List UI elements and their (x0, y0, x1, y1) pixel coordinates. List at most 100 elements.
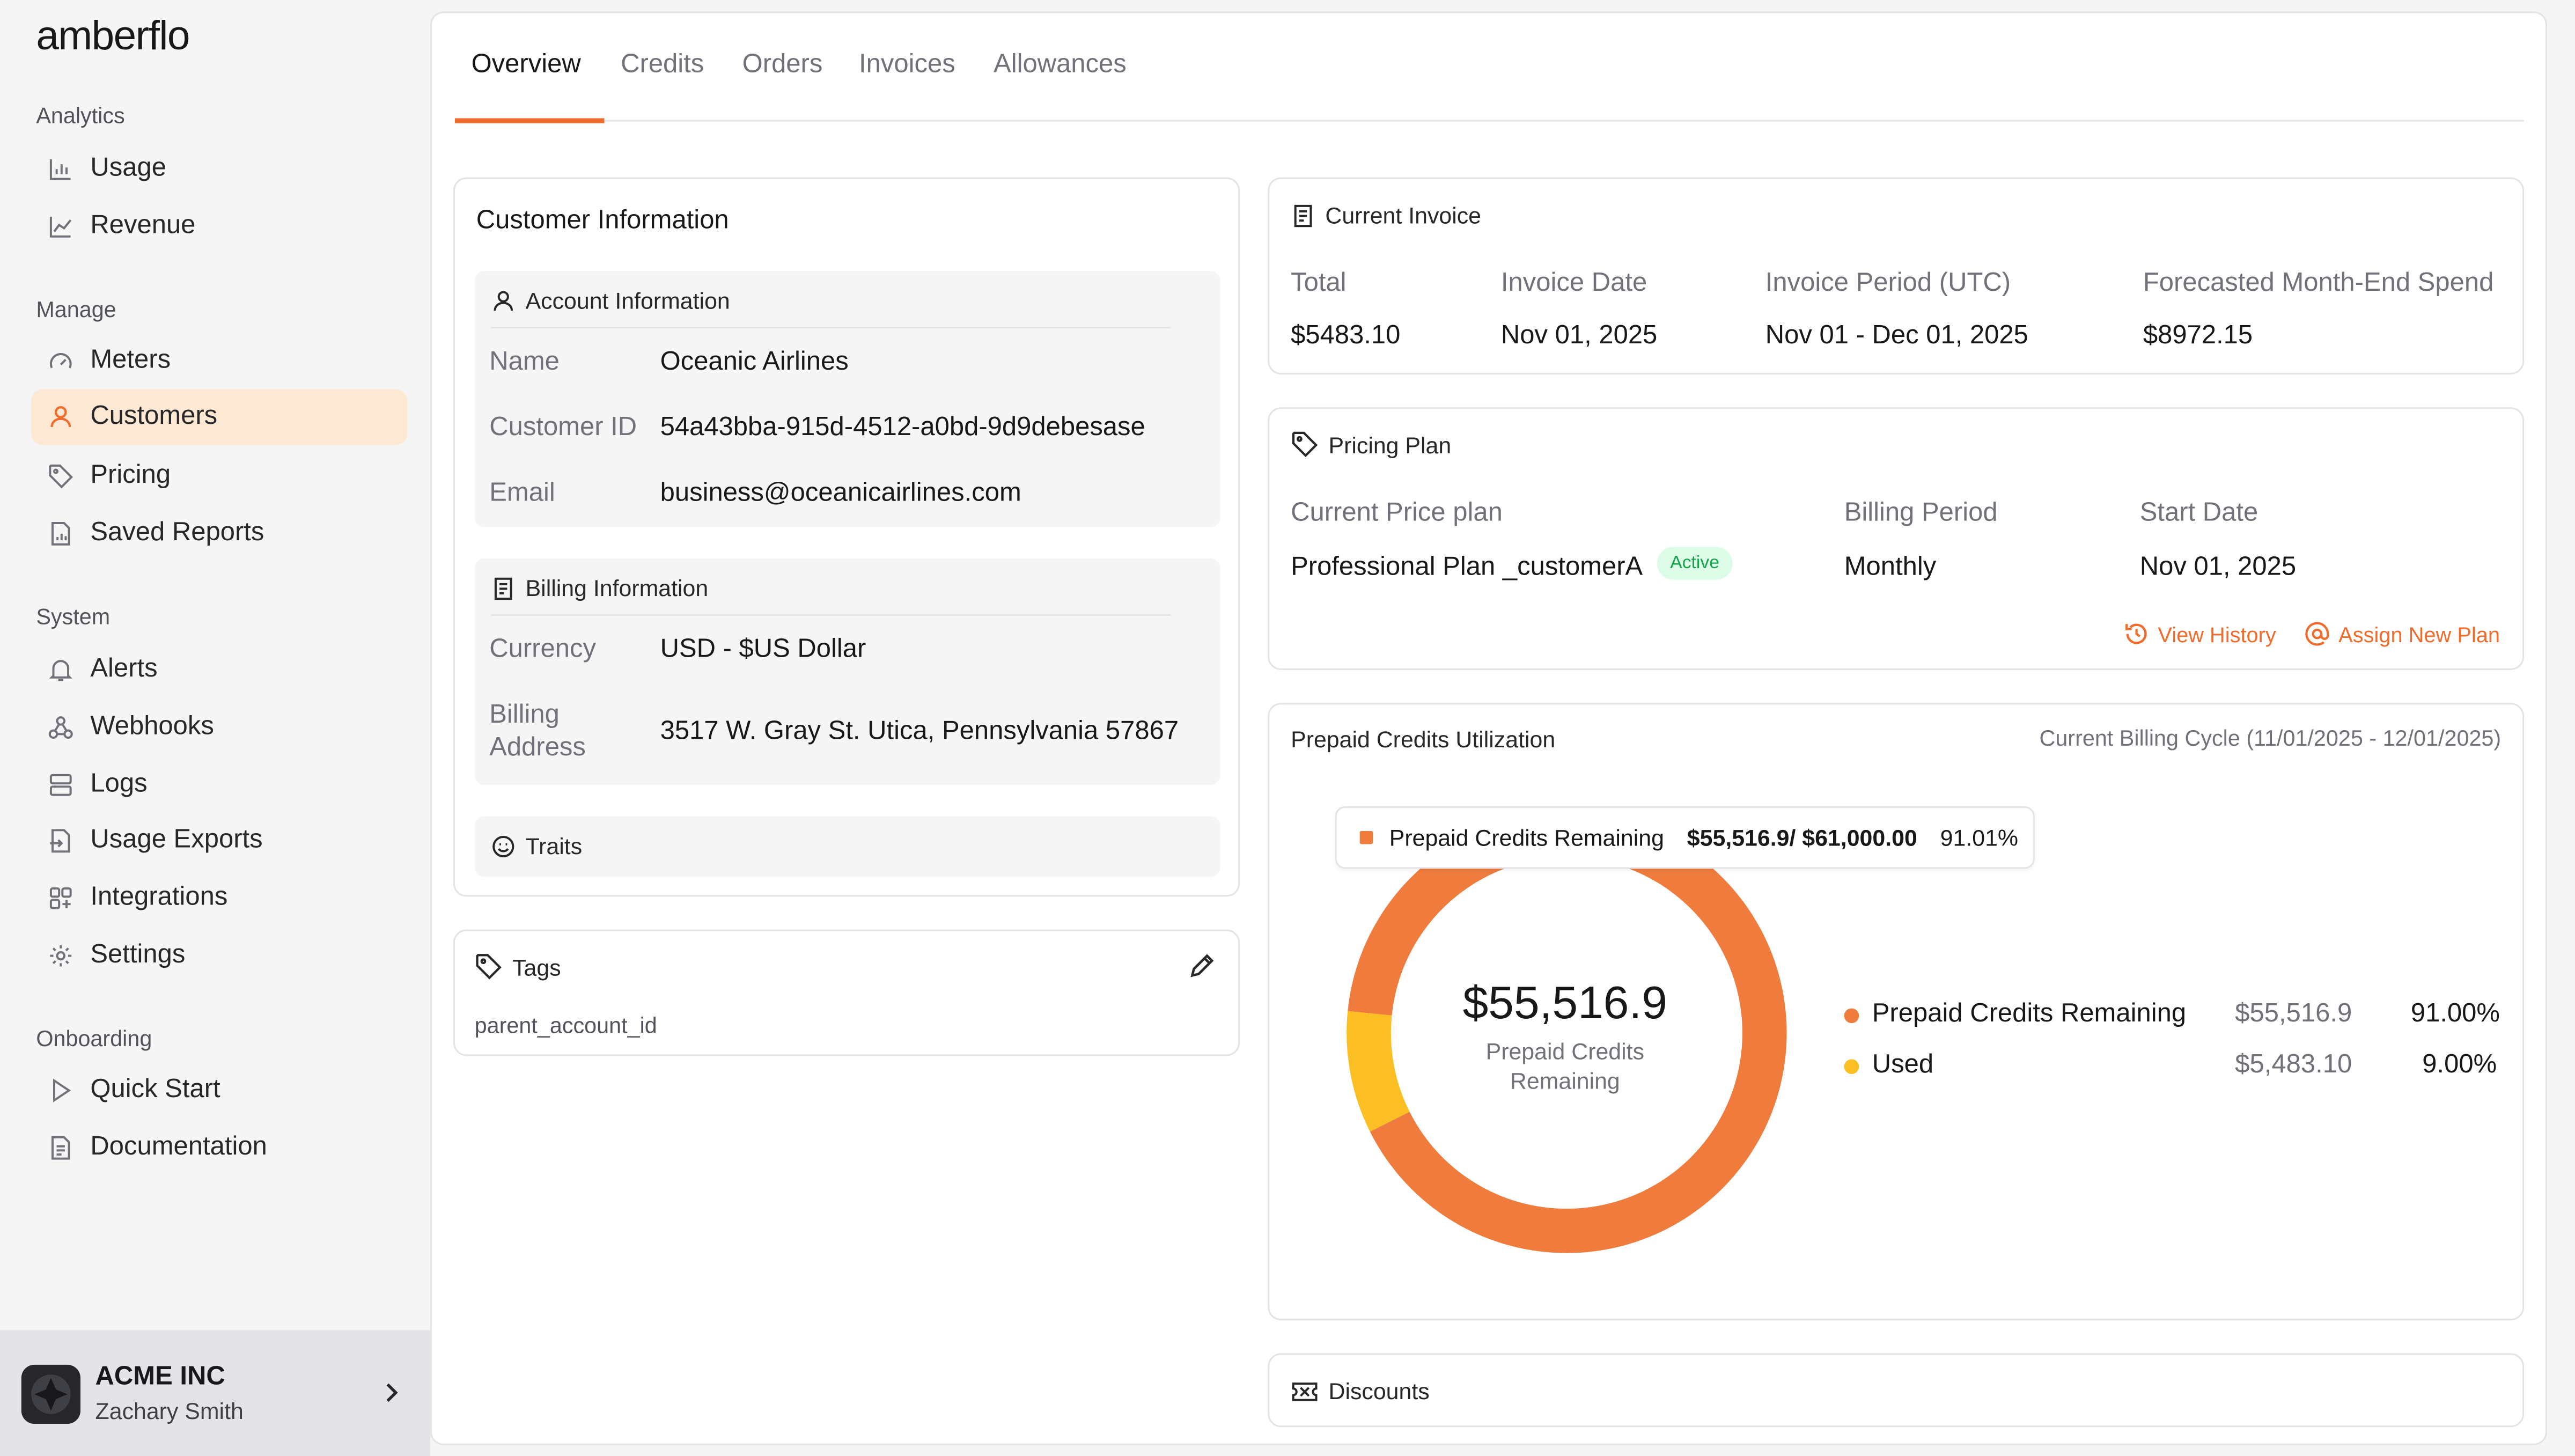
bell-icon (46, 656, 74, 684)
sidebar-item-meters[interactable]: Meters (31, 333, 407, 389)
billing-address: 3517 W. Gray St. Utica, Pennsylvania 578… (660, 717, 1179, 746)
user-name: Zachary Smith (95, 1398, 244, 1424)
billing-info-label: Billing Information (525, 575, 709, 601)
discounts-header: Discounts (1291, 1378, 1430, 1404)
invoice-total-label: Total (1291, 269, 1347, 298)
org-name: ACME INC (95, 1363, 225, 1391)
sidebar-item-label: Documentation (90, 1133, 267, 1161)
sidebar-item-label: Webhooks (90, 712, 214, 741)
legend-value-remaining: $55,516.9 (2235, 1000, 2352, 1028)
customer-id: 54a43bba-915d-4512-a0bd-9d9debesase (660, 414, 1145, 442)
pricing-plan-card: Pricing Plan Current Price plan Professi… (1268, 407, 2525, 670)
sidebar-item-alerts[interactable]: Alerts (31, 642, 407, 698)
at-sign-icon (2305, 622, 2329, 646)
customer-email: business@oceanicairlines.com (660, 479, 1021, 508)
section-onboarding: Onboarding (36, 1026, 152, 1051)
sidebar-item-customers[interactable]: Customers (31, 389, 408, 445)
tag-icon (46, 462, 74, 490)
donut-slice-used[interactable] (1347, 1011, 1410, 1132)
line-chart-icon (46, 212, 74, 240)
tab-orders[interactable]: Orders (742, 50, 823, 79)
billing-address-label-line: Address (489, 734, 586, 762)
chevron-right-icon[interactable] (381, 1381, 401, 1412)
email-label: Email (489, 479, 555, 508)
sidebar-item-label: Customers (90, 402, 218, 431)
sidebar-item-label: Quick Start (90, 1076, 220, 1104)
donut-center-caption: Prepaid Credits Remaining (1338, 1036, 1792, 1095)
pricing-plan-header: Pricing Plan (1291, 430, 1451, 458)
account-switcher[interactable]: ACME INC Zachary Smith (0, 1330, 431, 1456)
traits-label: Traits (525, 833, 583, 859)
smile-icon (492, 835, 514, 857)
sidebar-item-webhooks[interactable]: Webhooks (31, 700, 407, 755)
name-label: Name (489, 348, 560, 377)
webhook-icon (46, 714, 74, 741)
invoice-date-label: Invoice Date (1500, 269, 1647, 298)
divider (491, 327, 1171, 329)
sidebar-item-label: Meters (90, 346, 171, 374)
sidebar-item-logs[interactable]: Logs (31, 757, 407, 813)
sidebar-item-integrations[interactable]: Integrations (31, 870, 407, 926)
tag-item: parent_account_id (474, 1013, 657, 1038)
sidebar-item-label: Logs (90, 770, 148, 798)
receipt-icon (1294, 204, 1312, 226)
customer-id-label: Customer ID (489, 414, 637, 442)
forecast-value: $8972.15 (2143, 321, 2253, 350)
sidebar-item-revenue[interactable]: Revenue (31, 198, 407, 254)
discounts-card[interactable]: Discounts (1268, 1353, 2525, 1428)
sidebar-item-pricing[interactable]: Pricing (31, 448, 407, 504)
billing-info-header: Billing Information (491, 575, 708, 601)
start-date-label: Start Date (2139, 499, 2258, 527)
legend-swatch-used (1844, 1059, 1859, 1075)
tab-invoices[interactable]: Invoices (859, 50, 955, 79)
tab-credits[interactable]: Credits (621, 50, 704, 79)
tags-title: Tags (512, 953, 561, 980)
legend-percent-used: 9.00% (2422, 1051, 2497, 1079)
user-icon (46, 403, 74, 431)
tab-overview[interactable]: Overview (471, 50, 581, 79)
tooltip-percent: 91.01% (1940, 824, 2019, 851)
tab-allowances[interactable]: Allowances (994, 50, 1127, 79)
edit-pencil-icon[interactable] (1187, 951, 1217, 988)
sidebar-item-label: Settings (90, 941, 186, 969)
billing-period-label: Billing Period (1844, 499, 1998, 527)
document-icon (46, 1134, 74, 1162)
sidebar-item-quick-start[interactable]: Quick Start (31, 1063, 407, 1119)
account-info-header: Account Information (491, 288, 730, 314)
invoice-total: $5483.10 (1291, 321, 1401, 350)
legend-label-used: Used (1872, 1051, 1934, 1079)
legend-label-remaining: Prepaid Credits Remaining (1872, 1000, 2187, 1028)
traits-section[interactable]: Traits (474, 816, 1220, 877)
account-info-section: Account Information Name Oceanic Airline… (474, 271, 1220, 527)
sidebar-item-saved-reports[interactable]: Saved Reports (31, 506, 407, 562)
assign-new-plan-link[interactable]: Assign New Plan (2304, 621, 2500, 647)
current-plan-name[interactable]: Professional Plan _customerA (1291, 553, 1643, 582)
gear-icon (46, 942, 74, 970)
gauge-icon (46, 347, 74, 375)
donut-center-label: $55,516.9 Prepaid Credits Remaining (1338, 977, 1792, 1095)
active-tab-indicator (454, 118, 605, 123)
sidebar: amberflo Analytics Usage Revenue Manage … (0, 0, 431, 1456)
sidebar-item-usage[interactable]: Usage (31, 141, 407, 197)
tooltip-swatch (1359, 830, 1373, 844)
user-icon (494, 290, 513, 310)
billing-info-section: Billing Information Currency USD - $US D… (474, 558, 1220, 785)
sidebar-item-settings[interactable]: Settings (31, 928, 407, 984)
billing-period-value: Monthly (1844, 553, 1937, 582)
file-chart-icon (46, 520, 74, 548)
sidebar-item-label: Saved Reports (90, 519, 264, 547)
sidebar-item-usage-exports[interactable]: Usage Exports (31, 813, 407, 869)
ticket-icon (1292, 1381, 1318, 1401)
app-logo[interactable]: amberflo (36, 13, 190, 61)
tooltip-label: Prepaid Credits Remaining (1389, 824, 1664, 851)
org-logo-icon (31, 1373, 71, 1414)
sidebar-item-label: Alerts (90, 655, 158, 683)
org-avatar (21, 1364, 80, 1423)
view-history-link[interactable]: View History (2123, 621, 2276, 647)
sidebar-item-documentation[interactable]: Documentation (31, 1120, 407, 1176)
current-invoice-header: Current Invoice (1291, 202, 1481, 229)
view-history-label: View History (2158, 621, 2276, 646)
logo-text: amberflo (36, 13, 190, 60)
billing-cycle-label: Current Billing Cycle (11/01/2025 - 12/0… (2039, 726, 2502, 751)
sidebar-item-label: Usage (90, 154, 166, 182)
